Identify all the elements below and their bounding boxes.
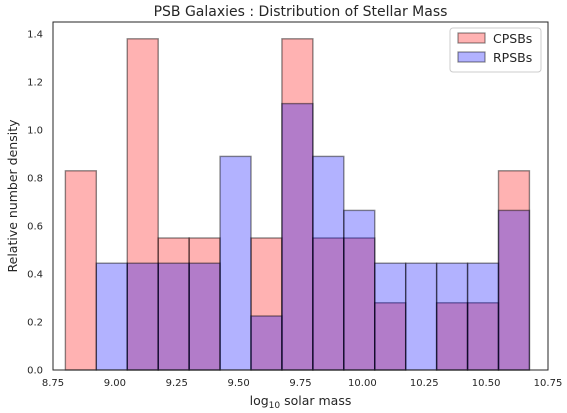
bar-rpsbs-8: [312, 155, 345, 371]
bars-group: [64, 38, 531, 371]
x-axis-label: log10 solar mass: [250, 393, 352, 411]
x-axis-label-subscript: 10: [269, 401, 281, 411]
bar-rpsbs-14: [497, 209, 531, 371]
bar-rpsbs-9: [343, 209, 376, 371]
bar-cpsbs-2: [126, 38, 159, 371]
x-axis-label-rest: solar mass: [280, 393, 351, 408]
x-tick-label: 10.00: [348, 378, 377, 389]
legend-label-rpsbs: RPSBs: [493, 50, 532, 65]
y-axis-label: Relative number density: [5, 119, 20, 273]
y-tick-label: 0.8: [27, 174, 43, 185]
y-tick-label: 0.0: [27, 366, 43, 377]
y-tick-label: 1.4: [27, 30, 43, 41]
y-tick-label: 0.4: [27, 270, 43, 281]
bar-rpsbs-6: [250, 315, 283, 371]
legend-swatch-cpsbs: [457, 32, 486, 44]
bar-rpsbs-7: [281, 102, 314, 371]
bar-rpsbs-11: [404, 262, 438, 371]
bar-rpsbs-10: [374, 262, 407, 371]
bar-rpsbs-2: [126, 262, 159, 371]
y-axis-ticks: 0.0 0.2 0.4 0.6 0.8 1.0 1.2 1.4: [27, 30, 43, 377]
bar-cpsbs-13: [466, 302, 500, 371]
x-tick-label: 9.25: [166, 378, 188, 389]
legend-label-cpsbs: CPSBs: [493, 31, 532, 46]
legend: CPSBs RPSBs: [449, 27, 542, 73]
bar-cpsbs-10: [374, 302, 407, 371]
y-tick-label: 1.0: [27, 126, 43, 137]
x-tick-label: 9.75: [289, 378, 311, 389]
chart-title: PSB Galaxies : Distribution of Stellar M…: [154, 4, 448, 20]
y-tick-label: 1.2: [27, 78, 43, 89]
x-tick-label: 8.75: [42, 378, 64, 389]
x-axis-label-log: log: [250, 393, 269, 408]
y-tick-label: 0.2: [27, 318, 43, 329]
x-tick-label: 10.50: [472, 378, 501, 389]
bar-cpsbs-14: [497, 170, 531, 371]
x-axis-ticks: 8.75 9.00 9.25 9.50 9.75 10.00 10.25 10.50 10.75: [42, 378, 562, 389]
x-tick-label: 9.00: [104, 378, 126, 389]
bar-rpsbs-12: [435, 262, 469, 371]
legend-swatch-rpsbs: [457, 51, 486, 63]
bar-rpsbs-5: [219, 155, 252, 371]
legend-frame: [449, 27, 542, 73]
bar-cpsbs-8: [312, 237, 345, 371]
y-tick-label: 0.6: [27, 222, 43, 233]
plot-frame: [52, 21, 549, 371]
x-tick-label: 9.50: [227, 378, 249, 389]
bar-cpsbs-3: [157, 237, 190, 371]
bar-rpsbs-1: [95, 262, 128, 371]
bar-rpsbs-3: [157, 262, 190, 371]
bar-cpsbs-0: [64, 170, 98, 371]
x-tick-label: 10.25: [410, 378, 439, 389]
bar-rpsbs-13: [466, 262, 500, 371]
bar-cpsbs-6: [250, 237, 283, 371]
bar-rpsbs-4: [188, 262, 221, 371]
x-tick-label: 10.75: [534, 378, 563, 389]
